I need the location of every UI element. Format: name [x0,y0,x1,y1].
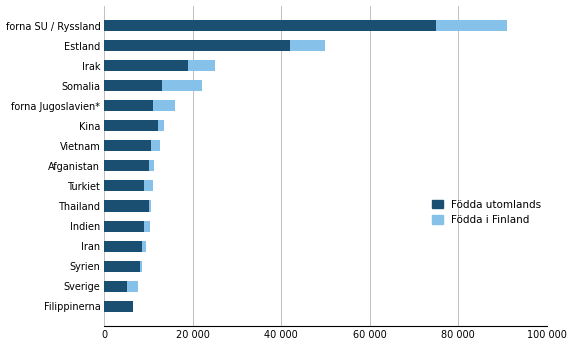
Bar [105,181,144,191]
Bar [105,281,126,292]
Bar [144,181,153,191]
Bar [105,161,149,171]
Bar [105,60,188,71]
Bar [162,80,202,91]
Bar [149,161,154,171]
Bar [153,100,175,111]
Bar [105,240,142,252]
Bar [105,261,140,272]
Bar [290,40,325,51]
Bar [105,120,157,131]
Bar [105,200,149,211]
Bar [157,120,164,131]
Bar [126,281,138,292]
Legend: Födda utomlands, Födda i Finland: Födda utomlands, Födda i Finland [432,200,541,225]
Bar [188,60,215,71]
Bar [105,140,151,152]
Bar [140,261,142,272]
Bar [105,100,153,111]
Bar [142,240,146,252]
Bar [105,40,290,51]
Bar [436,20,507,31]
Bar [144,220,149,231]
Bar [105,220,144,231]
Bar [105,301,133,312]
Bar [105,80,162,91]
Bar [151,140,160,152]
Bar [149,200,151,211]
Bar [105,20,436,31]
